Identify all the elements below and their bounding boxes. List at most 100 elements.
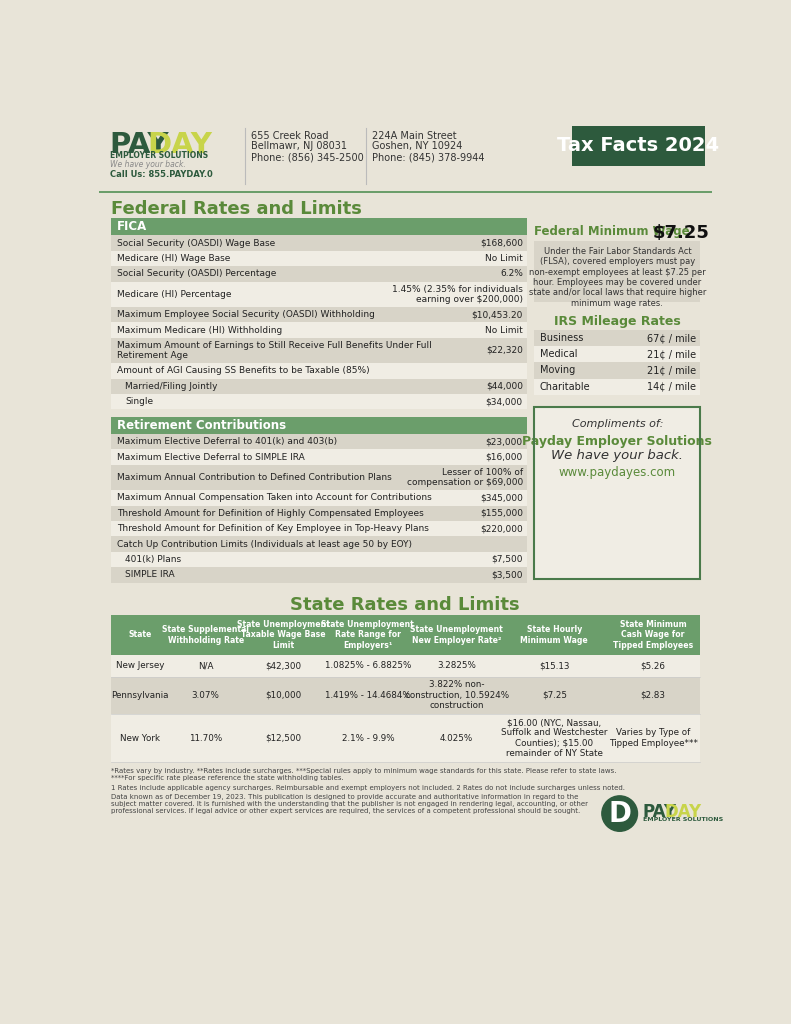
Bar: [99, 123, 712, 190]
Bar: [535, 362, 700, 379]
Text: Threshold Amount for Definition of Highly Compensated Employees: Threshold Amount for Definition of Highl…: [117, 509, 423, 518]
Text: Goshen, NY 10924: Goshen, NY 10924: [373, 141, 463, 152]
Text: $16.00 (NYC, Nassau,
Suffolk and Westchester
Counties); $15.00
remainder of NY S: $16.00 (NYC, Nassau, Suffolk and Westche…: [501, 718, 607, 758]
Text: Pennsylvania: Pennsylvania: [112, 691, 169, 699]
Bar: [112, 282, 527, 307]
Text: Data known as of December 19, 2023. This publication is designed to provide accu: Data known as of December 19, 2023. This…: [112, 794, 589, 813]
Text: 3.822% non-
construction, 10.5924%
construction: 3.822% non- construction, 10.5924% const…: [404, 681, 509, 711]
Text: Phone: (845) 378-9944: Phone: (845) 378-9944: [373, 153, 485, 162]
Bar: [535, 330, 700, 346]
Text: $7.25: $7.25: [653, 224, 710, 242]
Text: $10,000: $10,000: [265, 691, 301, 699]
Text: $3,500: $3,500: [491, 570, 523, 580]
Bar: [112, 434, 527, 450]
Text: Amount of AGI Causing SS Benefits to be Taxable (85%): Amount of AGI Causing SS Benefits to be …: [117, 367, 369, 376]
Bar: [112, 567, 527, 583]
Text: $44,000: $44,000: [486, 382, 523, 391]
Text: 4.025%: 4.025%: [440, 733, 473, 742]
Bar: [112, 417, 527, 434]
Text: Federal Rates and Limits: Federal Rates and Limits: [112, 200, 362, 218]
Text: 21¢ / mile: 21¢ / mile: [647, 349, 696, 359]
Text: 6.2%: 6.2%: [500, 269, 523, 279]
Text: PAY: PAY: [643, 803, 677, 821]
Bar: [112, 655, 699, 677]
Bar: [112, 379, 527, 394]
Text: Lesser of 100% of
compensation or $69,000: Lesser of 100% of compensation or $69,00…: [407, 468, 523, 487]
Bar: [112, 677, 699, 715]
Bar: [112, 266, 527, 282]
Text: DAY: DAY: [664, 803, 702, 821]
Bar: [112, 394, 527, 410]
Bar: [99, 190, 712, 193]
Bar: [112, 364, 527, 379]
Text: $12,500: $12,500: [265, 733, 301, 742]
Text: 1 Rates include applicable agency surcharges. Reimbursable and exempt employers : 1 Rates include applicable agency surcha…: [112, 785, 625, 792]
Text: State Minimum
Cash Wage for
Tipped Employees: State Minimum Cash Wage for Tipped Emplo…: [613, 620, 693, 650]
Text: We have your back.: We have your back.: [551, 449, 683, 462]
Text: N/A: N/A: [198, 662, 214, 671]
Bar: [112, 323, 527, 338]
Text: Call Us: 855.PAYDAY.0: Call Us: 855.PAYDAY.0: [110, 170, 213, 179]
Bar: [535, 241, 700, 302]
Text: Single: Single: [125, 397, 153, 407]
Text: $7.25: $7.25: [542, 691, 567, 699]
Bar: [112, 506, 527, 521]
Text: 3.2825%: 3.2825%: [437, 662, 476, 671]
Text: PAY: PAY: [110, 131, 169, 159]
Text: Maximum Elective Deferral to 401(k) and 403(b): Maximum Elective Deferral to 401(k) and …: [117, 437, 337, 446]
Bar: [112, 307, 527, 323]
Text: Moving: Moving: [539, 366, 575, 376]
Bar: [572, 126, 705, 166]
Text: Charitable: Charitable: [539, 382, 590, 391]
Bar: [112, 236, 527, 251]
Text: 67¢ / mile: 67¢ / mile: [647, 333, 696, 343]
Text: ****For specific rate please reference the state withholding tables.: ****For specific rate please reference t…: [112, 775, 344, 781]
Text: 1.419% - 14.4684%: 1.419% - 14.4684%: [325, 691, 411, 699]
Text: SIMPLE IRA: SIMPLE IRA: [125, 570, 175, 580]
Text: $220,000: $220,000: [480, 524, 523, 534]
Text: Retirement Contributions: Retirement Contributions: [117, 419, 286, 432]
Text: Medicare (HI) Percentage: Medicare (HI) Percentage: [117, 290, 231, 299]
Bar: [112, 465, 527, 490]
Text: We have your back.: We have your back.: [110, 160, 185, 169]
Text: Compliments of:: Compliments of:: [572, 420, 663, 429]
Text: IRS Mileage Rates: IRS Mileage Rates: [554, 314, 681, 328]
Text: $23,000: $23,000: [486, 437, 523, 446]
Text: Maximum Amount of Earnings to Still Receive Full Benefits Under Full
Retirement : Maximum Amount of Earnings to Still Rece…: [117, 341, 431, 360]
Text: DAY: DAY: [148, 131, 213, 159]
Text: State Unemployment
Rate Range for
Employers¹: State Unemployment Rate Range for Employ…: [321, 620, 414, 650]
Text: Payday Employer Solutions: Payday Employer Solutions: [522, 435, 712, 447]
Text: $10,453.20: $10,453.20: [471, 310, 523, 319]
Text: Varies by Type of
Tipped Employee***: Varies by Type of Tipped Employee***: [608, 728, 698, 748]
Text: Medical: Medical: [539, 349, 577, 359]
Text: $34,000: $34,000: [486, 397, 523, 407]
Bar: [112, 614, 699, 655]
Bar: [112, 715, 699, 762]
Text: Married/Filing Jointly: Married/Filing Jointly: [125, 382, 218, 391]
Text: 401(k) Plans: 401(k) Plans: [125, 555, 181, 564]
Text: Maximum Elective Deferral to SIMPLE IRA: Maximum Elective Deferral to SIMPLE IRA: [117, 453, 305, 462]
Text: $155,000: $155,000: [480, 509, 523, 518]
Text: Business: Business: [539, 333, 583, 343]
Bar: [112, 338, 527, 364]
Text: EMPLOYER SOLUTIONS: EMPLOYER SOLUTIONS: [110, 152, 208, 161]
Text: Medicare (HI) Wage Base: Medicare (HI) Wage Base: [117, 254, 230, 263]
Text: Threshold Amount for Definition of Key Employee in Top-Heavy Plans: Threshold Amount for Definition of Key E…: [117, 524, 429, 534]
Text: Maximum Medicare (HI) Withholding: Maximum Medicare (HI) Withholding: [117, 326, 282, 335]
Text: $2.83: $2.83: [641, 691, 665, 699]
Text: $5.26: $5.26: [641, 662, 665, 671]
Text: State Unemployment
New Employer Rate²: State Unemployment New Employer Rate²: [411, 626, 503, 645]
Text: No Limit: No Limit: [485, 326, 523, 335]
Text: Tax Facts 2024: Tax Facts 2024: [557, 136, 719, 156]
Text: 1.45% (2.35% for individuals
earning over $200,000): 1.45% (2.35% for individuals earning ove…: [392, 285, 523, 304]
Text: Bellmawr, NJ 08031: Bellmawr, NJ 08031: [251, 141, 346, 152]
Text: $16,000: $16,000: [486, 453, 523, 462]
Text: State Unemployment
Taxable Wage Base
Limit: State Unemployment Taxable Wage Base Lim…: [237, 620, 330, 650]
Text: 21¢ / mile: 21¢ / mile: [647, 366, 696, 376]
Bar: [535, 407, 700, 580]
Bar: [112, 521, 527, 537]
Text: 1.0825% - 6.8825%: 1.0825% - 6.8825%: [324, 662, 411, 671]
Text: 2.1% - 9.9%: 2.1% - 9.9%: [342, 733, 394, 742]
Text: State Hourly
Minimum Wage: State Hourly Minimum Wage: [520, 626, 589, 645]
Bar: [535, 407, 700, 580]
